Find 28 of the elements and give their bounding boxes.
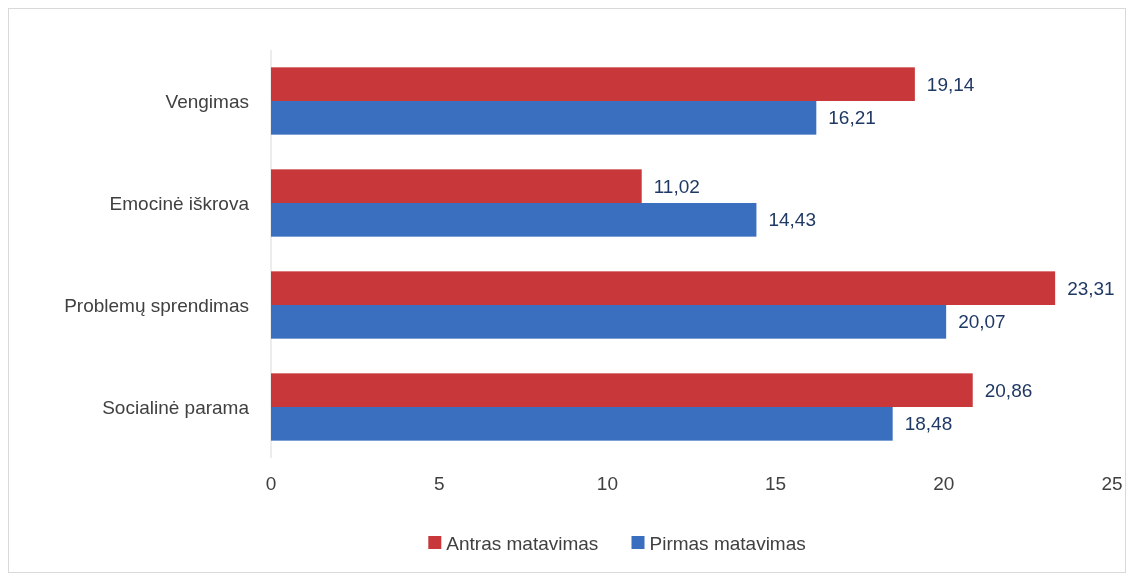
x-tick-label: 0 [265,473,277,494]
bar [271,169,642,203]
x-tick-label: 25 [1101,473,1123,494]
data-label: 19,14 [926,73,975,95]
bar [271,67,915,101]
x-tick-label: 5 [433,473,445,494]
y-tick-label: Emocinė iškrova [109,192,250,214]
y-tick-label: Problemų sprendimas [64,294,249,316]
data-label: 23,31 [1067,277,1115,299]
x-tick-label: 10 [596,473,618,494]
data-label: 11,02 [653,175,700,197]
data-label: 16,21 [828,107,876,129]
legend-label: Antras matavimas [446,532,599,554]
x-tick-label: 15 [765,473,787,494]
bar [271,407,893,441]
y-tick-label: Socialinė parama [102,396,250,418]
data-label: 14,43 [768,209,816,231]
bar [271,373,973,407]
data-label: 20,86 [984,379,1033,401]
data-label: 18,48 [904,413,953,435]
x-tick-label: 20 [933,473,955,494]
bar [271,101,817,135]
bar [271,305,947,339]
bar [271,271,1056,305]
bar [271,203,757,237]
data-label: 20,07 [958,311,1006,333]
legend-label: Pirmas matavimas [649,532,806,554]
y-tick-label: Vengimas [165,90,249,112]
